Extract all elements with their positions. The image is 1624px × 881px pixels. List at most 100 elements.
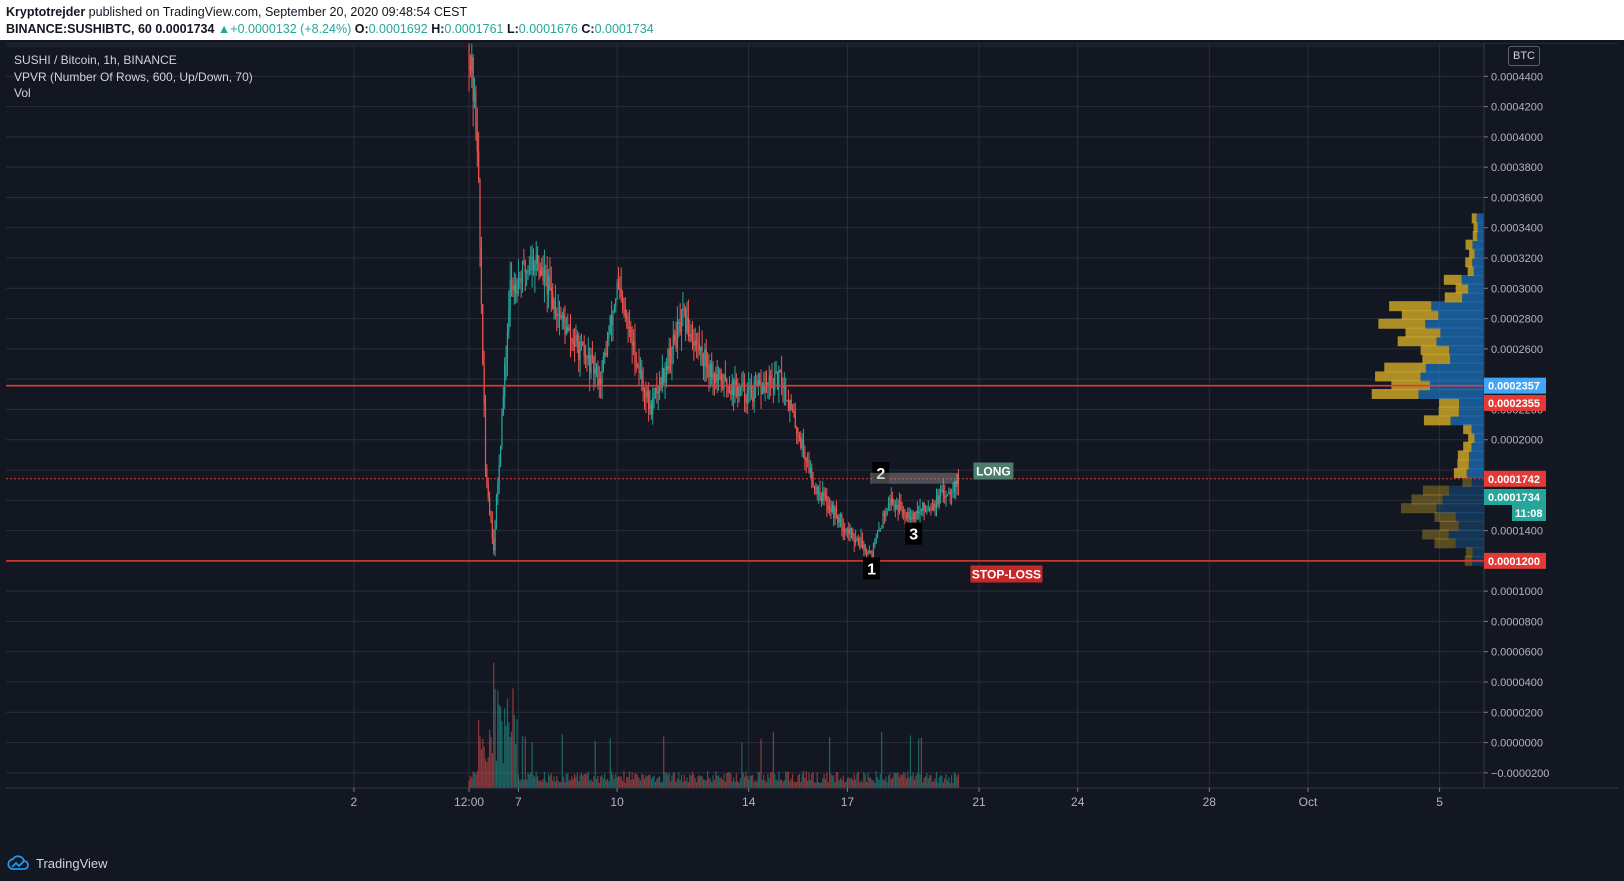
volume-bar bbox=[715, 771, 717, 788]
volume-bar bbox=[678, 772, 680, 788]
candle bbox=[535, 254, 537, 264]
volume-bar bbox=[575, 776, 577, 788]
candle bbox=[868, 550, 870, 553]
candle bbox=[479, 181, 481, 247]
volume-bar bbox=[813, 782, 816, 788]
volume-bar bbox=[616, 777, 618, 788]
volume-bar bbox=[931, 782, 933, 788]
volume-bar bbox=[650, 778, 652, 788]
candle bbox=[542, 267, 544, 282]
legend-symbol[interactable]: SUSHI / Bitcoin, 1h, BINANCE bbox=[14, 53, 177, 67]
candle bbox=[697, 340, 699, 344]
volume-bar bbox=[572, 778, 574, 788]
volume-bar bbox=[589, 780, 591, 788]
vpvr-down-bar bbox=[1462, 476, 1472, 487]
chart-area[interactable]: LONGSTOP-LOSS1230.00044000.00042000.0004… bbox=[6, 43, 1618, 843]
candle bbox=[672, 335, 674, 349]
candle bbox=[569, 328, 572, 339]
candle bbox=[941, 489, 943, 493]
y-tick-label: 0.0001400 bbox=[1491, 526, 1543, 538]
candle bbox=[604, 352, 606, 357]
candle bbox=[619, 287, 621, 289]
volume-bar bbox=[658, 776, 661, 788]
candle bbox=[676, 323, 679, 348]
volume-bar bbox=[649, 774, 651, 788]
volume-bar bbox=[682, 782, 684, 788]
volume-bar bbox=[924, 776, 927, 788]
volume-bar bbox=[953, 772, 955, 788]
volume-bar bbox=[887, 775, 890, 788]
volume-bar bbox=[516, 719, 518, 788]
candle bbox=[475, 91, 477, 132]
candle bbox=[924, 510, 927, 512]
volume-bar bbox=[819, 782, 821, 788]
volume-bar bbox=[538, 781, 540, 788]
vpvr-down-bar bbox=[1444, 292, 1463, 303]
volume-bar bbox=[543, 771, 546, 788]
legend-vol[interactable]: Vol bbox=[14, 86, 31, 100]
candle bbox=[775, 371, 777, 374]
volume-bar bbox=[493, 662, 495, 788]
candle bbox=[515, 284, 517, 294]
volume-bar bbox=[805, 771, 807, 788]
vpvr-up-bar bbox=[1438, 309, 1484, 320]
candle bbox=[617, 283, 620, 288]
volume-bar bbox=[584, 773, 587, 788]
candle bbox=[748, 388, 750, 390]
volume-bar bbox=[738, 782, 740, 788]
volume-bar bbox=[479, 736, 481, 788]
volume-bar bbox=[582, 775, 584, 788]
candle bbox=[822, 491, 824, 501]
candle bbox=[656, 387, 658, 394]
candle bbox=[567, 326, 569, 331]
volume-bar bbox=[938, 777, 940, 788]
chart-background bbox=[6, 43, 1618, 843]
vpvr-up-bar bbox=[1474, 248, 1484, 259]
candle bbox=[845, 528, 847, 533]
volume-bar bbox=[759, 772, 761, 788]
vpvr-down-bar bbox=[1471, 213, 1477, 224]
currency-badge[interactable]: BTC bbox=[1508, 46, 1540, 66]
vpvr-down-bar bbox=[1467, 266, 1474, 277]
volume-bar bbox=[846, 777, 848, 788]
volume-bar bbox=[950, 775, 953, 788]
vpvr-up-bar bbox=[1450, 353, 1484, 364]
candle bbox=[848, 528, 850, 535]
volume-bar bbox=[700, 776, 702, 788]
candle bbox=[487, 485, 489, 498]
candle bbox=[468, 46, 470, 67]
candle bbox=[918, 511, 920, 514]
published-text: published on TradingView.com, September … bbox=[88, 5, 468, 19]
candle bbox=[952, 491, 954, 493]
volume-bar bbox=[687, 782, 689, 788]
candle bbox=[646, 391, 648, 398]
volume-bar bbox=[896, 772, 898, 788]
candle bbox=[749, 385, 751, 389]
candle bbox=[764, 382, 766, 393]
volume-bar bbox=[771, 772, 773, 788]
candle bbox=[841, 514, 843, 527]
candle bbox=[886, 510, 888, 516]
candle bbox=[761, 384, 764, 395]
candle bbox=[860, 538, 862, 547]
price-chart[interactable]: LONGSTOP-LOSS1230.00044000.00042000.0004… bbox=[6, 43, 1618, 843]
candle bbox=[478, 151, 480, 182]
vpvr-down-bar bbox=[1453, 468, 1467, 479]
vpvr-down-bar bbox=[1401, 309, 1439, 320]
candle bbox=[844, 530, 846, 533]
volume-bar bbox=[595, 778, 598, 788]
close-value: 0.0001734 bbox=[594, 22, 654, 36]
legend-vpvr[interactable]: VPVR (Number Of Rows, 600, Up/Down, 70) bbox=[14, 69, 253, 84]
volume-bar bbox=[865, 782, 868, 788]
x-tick-label: 14 bbox=[742, 795, 756, 809]
candle bbox=[903, 510, 905, 513]
vpvr-up-bar bbox=[1420, 371, 1484, 382]
y-tick-label: 0.0003600 bbox=[1491, 192, 1543, 204]
volume-bar bbox=[521, 735, 524, 788]
volume-bar bbox=[772, 731, 774, 788]
candle bbox=[679, 321, 681, 332]
author-name[interactable]: Kryptotrejder bbox=[6, 5, 86, 19]
volume-bar bbox=[602, 778, 604, 788]
candle bbox=[813, 487, 816, 489]
candle bbox=[938, 495, 940, 505]
